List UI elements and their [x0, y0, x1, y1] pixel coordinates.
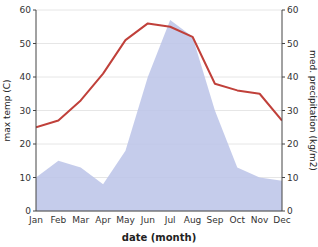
chart-container: 01020304050600102030405060JanFebMarAprMa…	[0, 0, 318, 247]
tick-label: Jul	[164, 215, 176, 225]
plot-area	[36, 20, 282, 211]
tick-label: Nov	[251, 215, 269, 225]
tick-label: 50	[287, 39, 299, 49]
axes: 01020304050600102030405060JanFebMarAprMa…	[20, 5, 299, 225]
tick-label: 10	[287, 173, 299, 183]
tick	[33, 211, 36, 212]
tick-label: Aug	[184, 215, 202, 225]
tick-label: 60	[287, 5, 299, 15]
tick-label: Apr	[95, 215, 111, 225]
tick-label: May	[116, 215, 135, 225]
x-axis-line	[36, 211, 282, 212]
tick-label: Dec	[273, 215, 290, 225]
grid-line	[36, 10, 282, 11]
precipitation-area	[36, 20, 282, 211]
tick	[33, 177, 36, 178]
tick	[282, 177, 285, 178]
tick-label: Jan	[28, 215, 43, 225]
tick-label: 20	[20, 139, 32, 149]
tick	[33, 144, 36, 145]
x-axis-label: date (month)	[122, 232, 196, 243]
tick-label: 10	[20, 173, 32, 183]
tick-label: 20	[287, 139, 299, 149]
tick-label: Feb	[50, 215, 66, 225]
tick	[33, 110, 36, 111]
tick	[33, 77, 36, 78]
tick-label: 40	[20, 72, 32, 82]
tick-label: 50	[20, 39, 32, 49]
tick	[282, 144, 285, 145]
tick-label: Sep	[206, 215, 223, 225]
y2-axis-label: med. precipitation (kg/m2)	[308, 50, 318, 171]
tick	[282, 211, 285, 212]
tick	[33, 43, 36, 44]
tick	[282, 10, 285, 11]
tick-label: 60	[20, 5, 32, 15]
tick-label: Oct	[229, 215, 245, 225]
tick	[33, 10, 36, 11]
grid-line	[36, 43, 282, 44]
tick	[282, 110, 285, 111]
tick	[282, 43, 285, 44]
grid	[36, 10, 282, 211]
temperature-line	[36, 23, 282, 127]
chart: 01020304050600102030405060JanFebMarAprMa…	[0, 0, 318, 247]
tick-label: Mar	[72, 215, 89, 225]
tick-label: 30	[287, 106, 299, 116]
tick-label: 40	[287, 72, 299, 82]
tick-label: Jun	[140, 215, 155, 225]
y-axis-label: max temp (C)	[2, 79, 12, 141]
tick-label: 30	[20, 106, 32, 116]
grid-line	[36, 211, 282, 212]
tick	[282, 77, 285, 78]
